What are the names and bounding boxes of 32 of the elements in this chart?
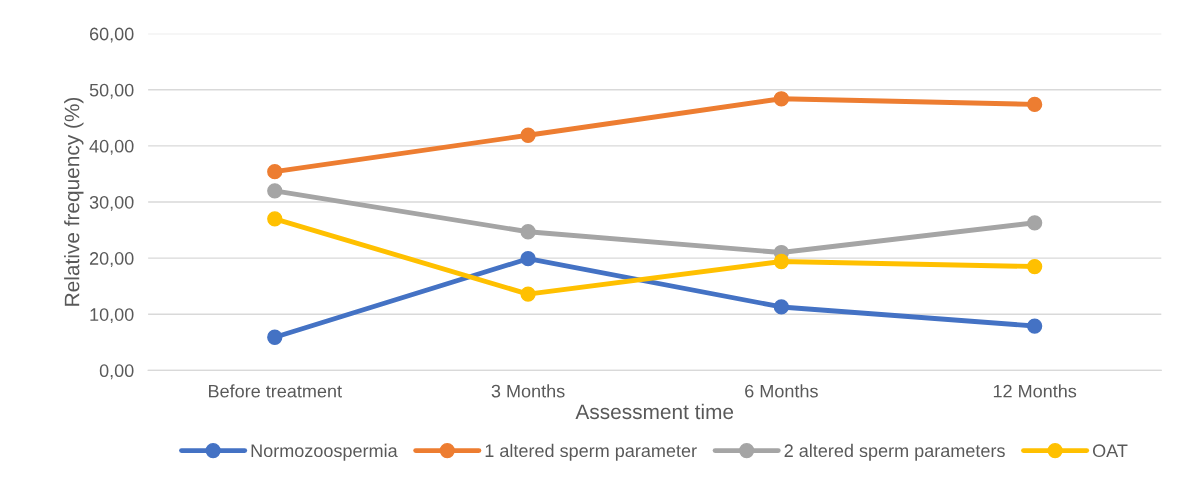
point <box>520 224 536 240</box>
y-tick-label: 0,00 <box>99 364 134 380</box>
point <box>1027 258 1043 275</box>
point <box>773 91 789 107</box>
legend-label: 1 altered sperm parameter <box>485 443 697 461</box>
point <box>520 286 536 302</box>
point <box>1027 96 1043 113</box>
y-tick-label: 50,00 <box>89 83 134 99</box>
y-tick-label: 40,00 <box>89 139 134 155</box>
point <box>773 253 789 270</box>
y-tick-label: 30,00 <box>89 195 134 211</box>
point <box>267 164 283 180</box>
legend-label: Normozoospermia <box>251 443 398 461</box>
y-tick-label: 60,00 <box>89 27 134 43</box>
x-tick-label: 3 Months <box>491 384 565 398</box>
legend-label: 2 altered sperm parameters <box>784 443 1005 461</box>
point <box>1027 215 1043 231</box>
x-tick-label: 12 Months <box>993 384 1077 398</box>
legend-label: OAT <box>1092 444 1128 458</box>
point <box>267 329 283 345</box>
y-axis-title: Relative frequency (%) <box>64 97 84 306</box>
point <box>267 183 283 199</box>
point <box>1027 318 1043 334</box>
point <box>520 127 536 143</box>
point <box>773 299 789 315</box>
y-tick-label: 20,00 <box>89 252 134 267</box>
x-tick-label: Before treatment <box>209 384 342 398</box>
y-tick-label: 10,00 <box>90 308 134 324</box>
point <box>520 251 536 267</box>
point <box>267 211 283 227</box>
x-tick-label: 6 Months <box>745 384 818 398</box>
x-axis-title: Assessment time <box>575 403 734 420</box>
